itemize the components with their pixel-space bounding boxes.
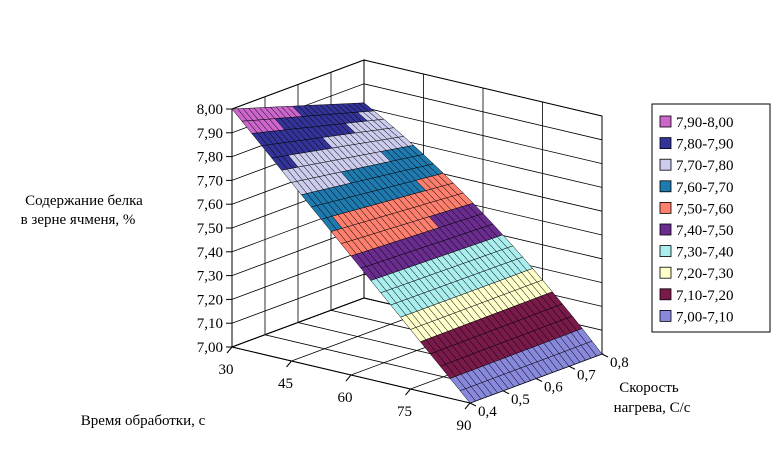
- y-tick: [535, 378, 543, 382]
- y-tick-label: 0,5: [511, 392, 530, 408]
- legend-label: 7,40-7,50: [676, 223, 734, 239]
- legend-label: 7,00-7,10: [676, 309, 734, 325]
- x-tick: [405, 388, 411, 396]
- z-tick-label: 7,50: [197, 221, 223, 237]
- legend-swatch: [659, 223, 672, 236]
- legend-label: 7,80-7,90: [676, 137, 734, 153]
- y-tick-label: 0,6: [544, 380, 563, 396]
- z-tick-label: 7,20: [197, 292, 223, 308]
- chart-axes: 7,00 7,10 7,20 7,30 7,40 7,50 7,60 7,70 7,80 7,90…: [197, 102, 629, 434]
- z-tick-label: 7,90: [197, 126, 223, 142]
- z-tick-label: 7,30: [197, 269, 223, 285]
- z-tick-label: 7,10: [197, 316, 223, 332]
- z-tick-label: 7,60: [197, 197, 223, 213]
- x-tick-label: 30: [219, 362, 234, 378]
- x-tick: [226, 346, 233, 354]
- y-tick: [601, 353, 609, 358]
- z-axis-label-line2: в зерне ячменя, %: [21, 212, 136, 228]
- legend-swatch: [659, 288, 672, 301]
- surface-cell: [459, 388, 476, 404]
- x-tick-label: 90: [457, 418, 472, 434]
- surface-plot: [231, 102, 603, 404]
- x-tick: [286, 360, 292, 368]
- z-tick-label: 7,00: [197, 340, 223, 356]
- y-tick-label: 0,4: [478, 404, 497, 420]
- y-tick: [469, 402, 477, 407]
- x-tick: [464, 402, 471, 410]
- y-tick-label: 0,8: [610, 355, 629, 371]
- x-tick: [345, 374, 352, 382]
- legend-label: 7,30-7,40: [676, 245, 734, 261]
- x-tick-label: 75: [397, 404, 412, 420]
- legend-swatch: [659, 309, 672, 322]
- y-tick: [568, 365, 576, 370]
- legend-label: 7,20-7,30: [676, 266, 734, 282]
- legend-swatch: [659, 115, 672, 128]
- legend-label: 7,50-7,60: [676, 201, 734, 217]
- legend-label: 7,90-8,00: [676, 115, 734, 131]
- legend-swatch: [659, 266, 672, 279]
- y-axis-label-line2: нагрева, С/с: [614, 400, 691, 416]
- x-axis-label: Время обработки, с: [81, 413, 206, 429]
- legend-swatch: [659, 137, 672, 150]
- legend-swatch: [659, 180, 672, 193]
- y-tick-label: 0,7: [577, 367, 596, 383]
- y-gridline: [264, 96, 504, 392]
- y-tick: [502, 390, 510, 395]
- x-tick-label: 60: [338, 390, 353, 406]
- legend-swatch: [659, 245, 672, 258]
- x-tick-label: 45: [278, 376, 293, 392]
- legend-label: 7,60-7,70: [676, 180, 734, 196]
- z-tick-label: 7,40: [197, 245, 223, 261]
- z-tick-label: 8,00: [197, 102, 223, 118]
- legend-box: [651, 103, 771, 333]
- legend-swatch: [659, 201, 672, 214]
- legend: 7,90-8,00 7,80-7,90 7,70-7,80 7,60-7,70 7,50…: [651, 103, 771, 333]
- y-axis-label-line1: Скорость: [619, 380, 679, 396]
- z-tick-label: 7,70: [197, 173, 223, 189]
- legend-label: 7,70-7,80: [676, 158, 734, 174]
- legend-label: 7,10-7,20: [676, 288, 734, 304]
- legend-swatch: [659, 158, 672, 171]
- z-axis-label-line1: Содержание белка: [25, 193, 143, 209]
- z-tick-label: 7,80: [197, 150, 223, 166]
